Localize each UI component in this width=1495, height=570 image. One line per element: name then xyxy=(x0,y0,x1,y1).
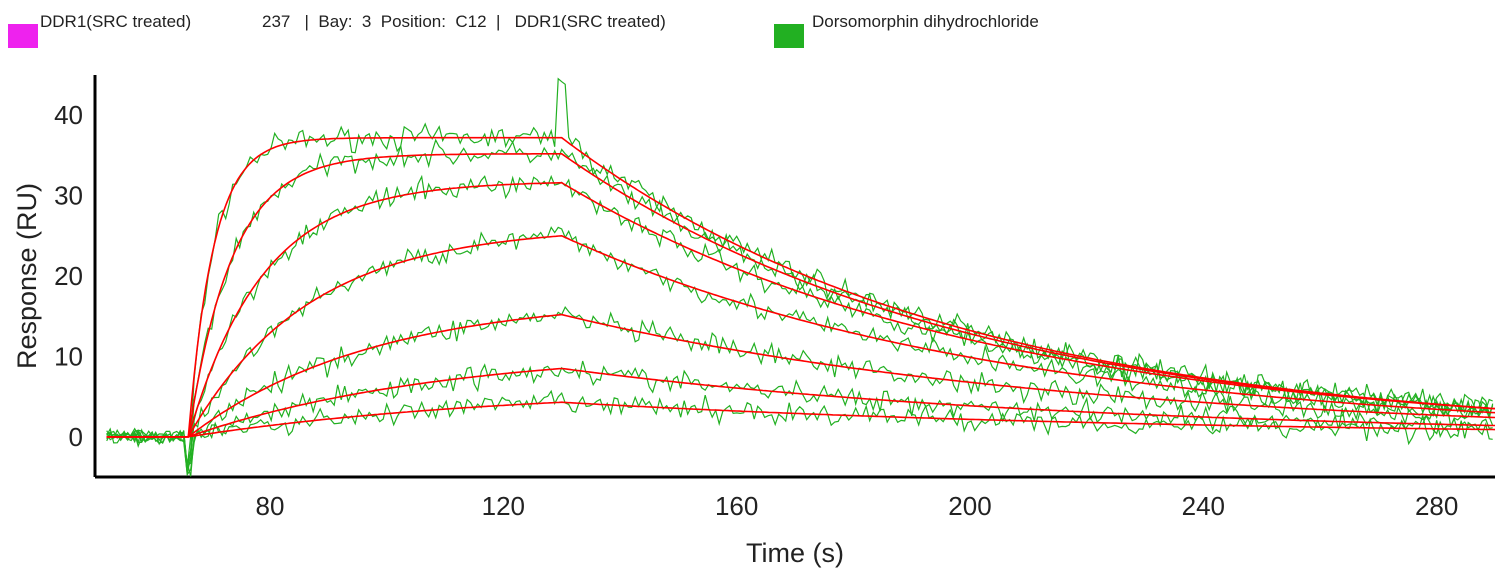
legend-info-text: 237 | Bay: 3 Position: C12 | DDR1(SRC tr… xyxy=(262,12,666,31)
tick-layer: 80 120 160 200 240 280 0 10 20 30 40 xyxy=(54,100,1458,521)
x-tick-label: 80 xyxy=(256,491,285,521)
legend-label-ligand: DDR1(SRC treated) xyxy=(40,12,192,31)
fit-curve xyxy=(106,181,1495,438)
series-layer xyxy=(106,77,1495,477)
fit-curve xyxy=(106,401,1495,438)
y-tick-label: 30 xyxy=(54,181,83,211)
legend-swatch-analyte xyxy=(774,24,804,48)
x-axis-title: Time (s) xyxy=(746,538,844,568)
fit-curve xyxy=(106,313,1495,438)
fit-curve xyxy=(106,367,1495,438)
fit-curve xyxy=(106,234,1495,438)
measured-curve xyxy=(106,305,1494,468)
x-tick-label: 280 xyxy=(1415,491,1458,521)
fit-curve xyxy=(106,153,1495,438)
chart-legend: DDR1(SRC treated) 237 | Bay: 3 Position:… xyxy=(0,0,1495,50)
y-tick-label: 20 xyxy=(54,261,83,291)
y-tick-label: 10 xyxy=(54,341,83,371)
x-tick-label: 120 xyxy=(482,491,525,521)
y-tick-label: 40 xyxy=(54,100,83,130)
legend-swatch-ligand xyxy=(8,24,38,48)
measured-curve xyxy=(106,360,1493,477)
measured-curve xyxy=(106,389,1493,477)
x-tick-label: 160 xyxy=(715,491,758,521)
measured-curve xyxy=(106,226,1493,468)
y-tick-label: 0 xyxy=(69,422,83,452)
legend-label-analyte: Dorsomorphin dihydrochloride xyxy=(812,12,1039,31)
measured-curve xyxy=(106,77,1494,468)
measured-curve xyxy=(106,174,1494,474)
x-tick-label: 240 xyxy=(1182,491,1225,521)
y-axis-title: Response (RU) xyxy=(12,183,42,369)
x-tick-label: 200 xyxy=(948,491,991,521)
